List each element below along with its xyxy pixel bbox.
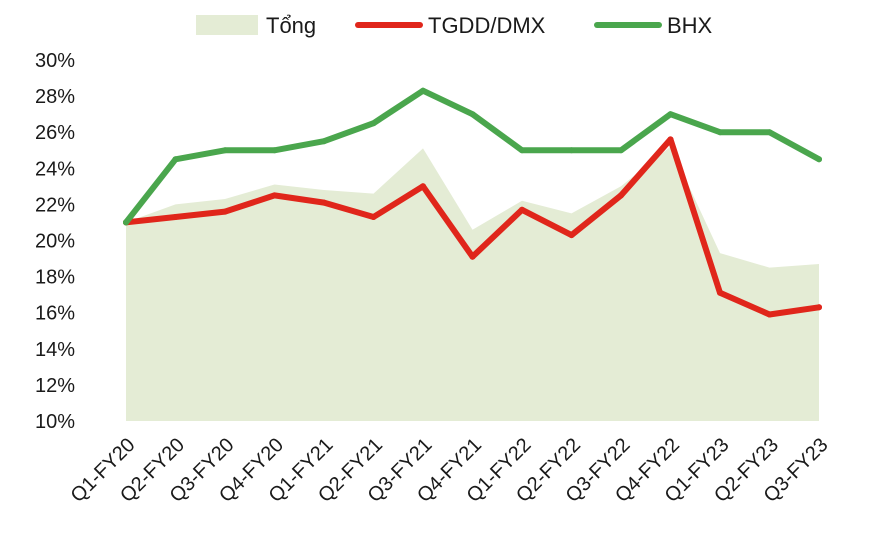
data-point-tgdd-dmx [271, 192, 278, 199]
y-tick-label: 18% [35, 267, 75, 289]
data-point-bhx [568, 147, 575, 154]
y-tick-label: 12% [35, 375, 75, 397]
legend-swatch-tong [196, 15, 258, 35]
y-tick-label: 30% [35, 50, 75, 72]
data-point-tgdd-dmx [766, 311, 773, 318]
data-point-bhx [816, 156, 822, 163]
data-point-tgdd-dmx [469, 253, 476, 260]
data-point-bhx [370, 120, 377, 127]
data-point-bhx [321, 138, 327, 145]
y-tick-label: 20% [35, 231, 75, 253]
data-point-tgdd-dmx [519, 206, 525, 213]
data-point-bhx [667, 111, 674, 118]
data-point-bhx [172, 156, 179, 163]
data-point-tgdd-dmx [420, 183, 426, 190]
legend-label: Tổng [266, 13, 316, 38]
y-tick-label: 28% [35, 86, 75, 108]
data-point-bhx [717, 129, 723, 136]
data-point-bhx [271, 147, 278, 154]
data-point-tgdd-dmx [321, 199, 327, 206]
y-tick-label: 14% [35, 339, 75, 361]
data-point-tgdd-dmx [667, 136, 674, 143]
data-point-tgdd-dmx [222, 208, 228, 215]
data-point-bhx [618, 147, 624, 154]
y-tick-label: 10% [35, 411, 75, 433]
y-tick-label: 26% [35, 122, 75, 144]
data-point-tgdd-dmx [172, 214, 179, 220]
data-point-bhx [222, 147, 228, 154]
y-tick-label: 16% [35, 303, 75, 325]
data-point-bhx [123, 219, 129, 226]
y-tick-label: 24% [35, 158, 75, 180]
legend-label: BHX [667, 13, 713, 38]
data-point-tgdd-dmx [568, 232, 575, 239]
data-point-bhx [766, 129, 773, 136]
data-point-bhx [420, 87, 426, 94]
data-point-tgdd-dmx [717, 289, 723, 296]
data-point-bhx [519, 147, 525, 154]
legend-label: TGDD/DMX [428, 13, 546, 38]
data-point-tgdd-dmx [816, 304, 822, 311]
y-tick-label: 22% [35, 194, 75, 216]
data-point-tgdd-dmx [618, 192, 624, 199]
series-area-tong [126, 146, 819, 421]
data-point-bhx [469, 111, 476, 118]
data-point-tgdd-dmx [370, 214, 377, 220]
